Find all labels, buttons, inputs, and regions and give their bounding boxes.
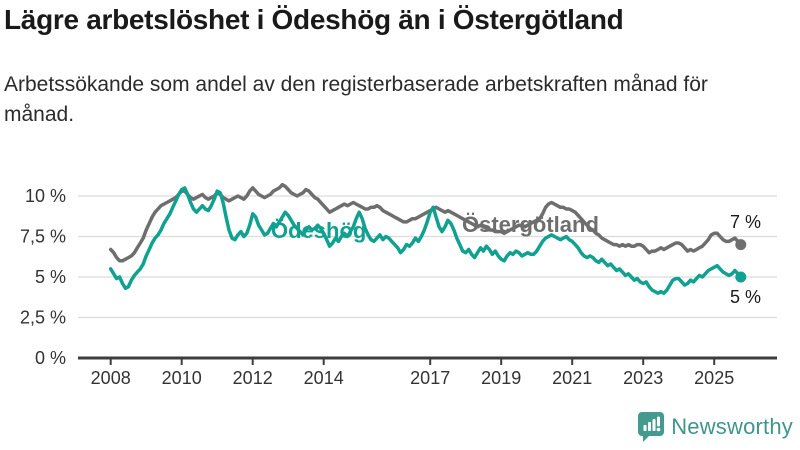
x-tick-label: 2019 xyxy=(481,368,521,388)
newsworthy-logo: Newsworthy xyxy=(638,412,793,442)
x-tick-label: 2014 xyxy=(304,368,344,388)
x-tick-label: 2023 xyxy=(623,368,663,388)
y-tick-label: 0 % xyxy=(35,348,66,368)
x-tick-label: 2012 xyxy=(233,368,273,388)
y-tick-label: 7,5 % xyxy=(20,227,66,247)
end-value-label-odeshog: 5 % xyxy=(730,287,761,307)
x-tick-label: 2025 xyxy=(694,368,734,388)
x-tick-label: 2008 xyxy=(91,368,131,388)
y-tick-label: 10 % xyxy=(25,186,66,206)
x-tick-label: 2017 xyxy=(410,368,450,388)
page-title: Lägre arbetslöshet i Ödeshög än i Österg… xyxy=(4,4,624,35)
series-end-dot-ostergotland xyxy=(735,239,747,251)
series-end-dot-odeshog xyxy=(735,271,747,283)
x-tick-label: 2010 xyxy=(162,368,202,388)
newsworthy-logo-icon xyxy=(638,412,665,442)
end-value-label-ostergotland: 7 % xyxy=(730,212,761,232)
series-label-odeshog: Ödeshög xyxy=(271,218,366,243)
newsworthy-logo-text: Newsworthy xyxy=(671,414,793,439)
chart-subtitle: Arbetssökande som andel av den registerb… xyxy=(4,73,708,127)
x-tick-label: 2021 xyxy=(552,368,592,388)
line-chart: 10 % 7,5 % 5 % 2,5 % 0 % 2008 2010 2012 … xyxy=(20,182,777,388)
series-label-ostergotland: Östergötland xyxy=(462,212,599,237)
y-tick-label: 5 % xyxy=(35,267,66,287)
y-tick-label: 2,5 % xyxy=(20,308,66,328)
series-line-odeshog xyxy=(108,186,743,295)
